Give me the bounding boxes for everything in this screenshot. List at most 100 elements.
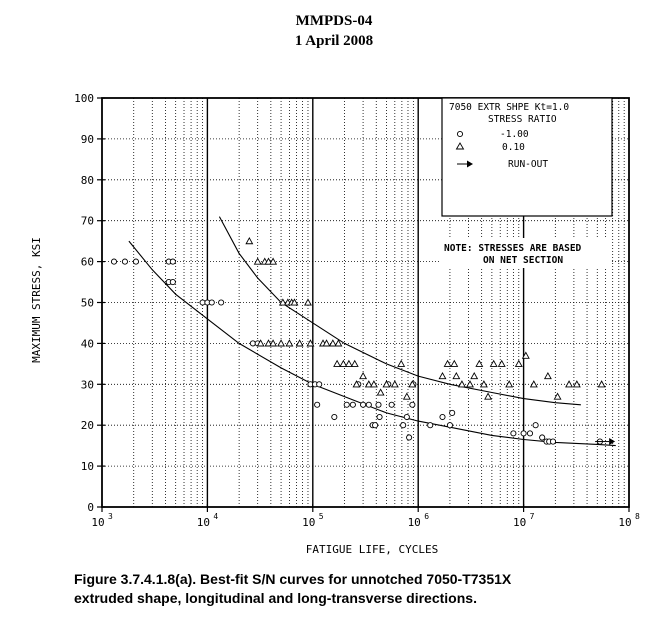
data-point-triangle bbox=[376, 388, 385, 396]
data-markers bbox=[110, 237, 616, 446]
x-tick-label: 10 bbox=[302, 516, 315, 529]
data-point-triangle bbox=[269, 257, 278, 265]
legend-entry-circle-label: -1.00 bbox=[500, 129, 529, 140]
note-line-1: NOTE: STRESSES ARE BASED bbox=[444, 243, 582, 254]
data-point-circle bbox=[349, 401, 356, 408]
data-point-circle bbox=[132, 258, 140, 265]
data-point-triangle bbox=[359, 371, 368, 380]
y-tick-label: 80 bbox=[81, 174, 94, 187]
data-point-triangle bbox=[470, 371, 479, 380]
y-tick-label: 30 bbox=[81, 378, 94, 391]
data-point-triangle bbox=[285, 339, 294, 347]
legend-runout-arrow-icon bbox=[467, 160, 473, 168]
data-point-triangle bbox=[521, 351, 530, 359]
x-tick-exponent: 5 bbox=[319, 512, 324, 521]
data-point-triangle bbox=[452, 371, 461, 380]
data-point-triangle bbox=[382, 380, 391, 388]
y-tick-label: 0 bbox=[87, 501, 94, 514]
data-point-circle bbox=[208, 299, 215, 306]
data-point-circle bbox=[403, 413, 410, 421]
data-point-triangle bbox=[322, 339, 331, 347]
data-point-circle bbox=[365, 401, 372, 408]
y-tick-label: 60 bbox=[81, 256, 94, 269]
data-point-circle bbox=[526, 430, 534, 437]
data-point-triangle bbox=[264, 257, 273, 265]
data-point-triangle bbox=[350, 359, 359, 367]
data-point-circle bbox=[375, 401, 382, 408]
data-point-triangle bbox=[344, 359, 353, 367]
data-point-triangle bbox=[269, 339, 278, 347]
data-point-triangle bbox=[553, 392, 562, 400]
data-point-circle bbox=[316, 381, 323, 388]
data-point-triangle bbox=[402, 392, 411, 400]
data-point-circle bbox=[343, 401, 350, 408]
data-point-circle bbox=[376, 413, 383, 421]
note-background bbox=[440, 238, 612, 268]
y-axis-label: MAXIMUM STRESS, KSI bbox=[30, 237, 43, 363]
data-point-triangle bbox=[489, 359, 498, 367]
x-tick-label: 10 bbox=[513, 516, 526, 529]
data-point-triangle bbox=[505, 380, 514, 388]
data-point-triangle bbox=[278, 298, 287, 306]
figure-caption-line-1: Figure 3.7.4.1.8(a). Best-fit S/N curves… bbox=[74, 571, 512, 587]
data-point-triangle bbox=[306, 339, 315, 347]
data-point-circle bbox=[169, 258, 176, 265]
data-point-triangle bbox=[572, 380, 581, 388]
data-point-triangle bbox=[497, 359, 506, 367]
x-tick-exponent: 4 bbox=[213, 512, 218, 521]
data-point-circle bbox=[449, 409, 456, 416]
data-point-triangle bbox=[264, 339, 273, 347]
data-point-circle bbox=[427, 422, 434, 429]
legend-entry-triangle-label: 0.10 bbox=[502, 142, 525, 153]
data-point-triangle bbox=[543, 371, 552, 380]
data-point-triangle bbox=[334, 339, 343, 347]
data-point-circle bbox=[532, 422, 539, 429]
data-point-triangle bbox=[256, 339, 265, 347]
note-block: NOTE: STRESSES ARE BASED ON NET SECTION bbox=[440, 238, 612, 268]
data-point-triangle bbox=[333, 359, 342, 367]
data-point-triangle bbox=[304, 298, 312, 306]
legend-circle-marker bbox=[456, 130, 464, 138]
data-point-triangle bbox=[397, 359, 406, 367]
data-point-triangle bbox=[457, 380, 466, 388]
x-axis-label: FATIGUE LIFE, CYCLES bbox=[306, 543, 438, 556]
data-point-circle bbox=[360, 401, 367, 408]
data-point-triangle bbox=[450, 359, 459, 367]
fit-curve bbox=[218, 216, 581, 406]
data-point-circle bbox=[409, 401, 416, 408]
legend-triangle-marker bbox=[455, 142, 465, 150]
chart-grid bbox=[102, 98, 629, 507]
data-point-triangle bbox=[290, 298, 299, 306]
legend: 7050 EXTR SHPE Kt=1.0 STRESS RATIO -1.00… bbox=[441, 97, 613, 217]
y-tick-label: 50 bbox=[81, 297, 94, 310]
data-point-circle bbox=[439, 413, 446, 421]
x-tick-label: 10 bbox=[197, 516, 210, 529]
data-point-triangle bbox=[364, 380, 373, 388]
data-point-circle bbox=[446, 422, 453, 429]
legend-box bbox=[441, 97, 613, 217]
data-point-triangle bbox=[352, 380, 361, 388]
legend-subtitle: STRESS RATIO bbox=[488, 114, 557, 125]
data-point-triangle bbox=[277, 339, 286, 347]
data-point-triangle bbox=[443, 359, 452, 367]
data-point-circle bbox=[314, 401, 321, 408]
data-point-triangle bbox=[438, 371, 447, 380]
x-tick-label: 10 bbox=[618, 516, 631, 529]
figure-caption-line-2: extruded shape, longitudinal and long-tr… bbox=[74, 590, 477, 606]
legend-entry-runout-label: RUN-OUT bbox=[508, 159, 548, 170]
y-tick-label: 70 bbox=[81, 215, 94, 228]
data-point-circle bbox=[372, 422, 379, 429]
data-point-circle bbox=[510, 430, 517, 437]
data-point-circle bbox=[539, 434, 546, 441]
data-point-triangle bbox=[390, 380, 399, 388]
document-header-title: MMPDS-04 bbox=[295, 13, 373, 29]
data-point-triangle bbox=[479, 380, 488, 388]
y-tick-label: 20 bbox=[81, 419, 94, 432]
data-point-triangle bbox=[339, 359, 348, 367]
data-point-circle bbox=[121, 258, 128, 265]
data-point-triangle bbox=[475, 359, 484, 367]
x-tick-exponent: 6 bbox=[424, 512, 429, 521]
x-tick-label: 10 bbox=[408, 516, 421, 529]
